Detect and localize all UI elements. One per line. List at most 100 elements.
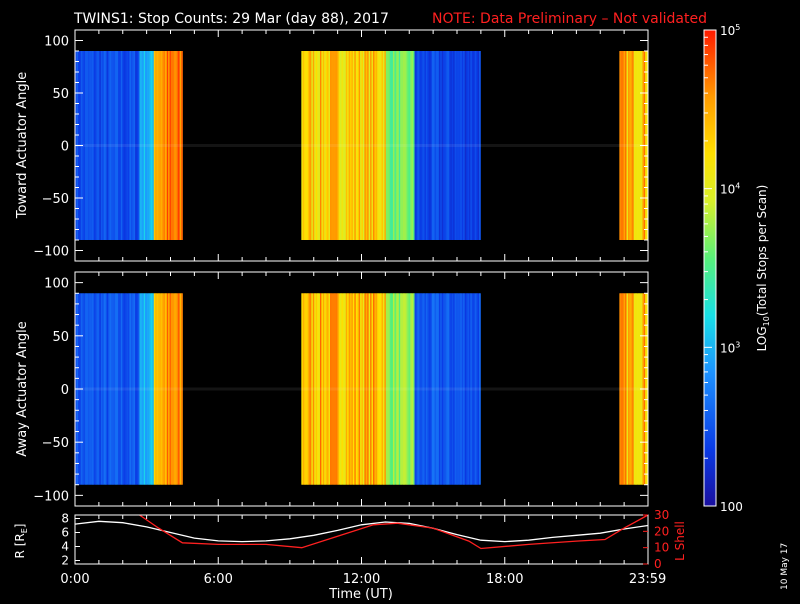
heatmap-cell xyxy=(319,51,322,240)
heatmap-cell xyxy=(407,293,410,485)
heatmap-cell xyxy=(362,293,365,485)
heatmap-cell xyxy=(632,51,635,240)
heatmap-cell xyxy=(368,51,371,240)
heatmap-cell xyxy=(160,51,163,240)
heatmap-cell xyxy=(125,51,127,240)
heatmap-cell xyxy=(435,51,438,240)
heatmap-cell xyxy=(99,51,102,240)
heatmap-cell xyxy=(122,51,125,240)
heatmap-cell xyxy=(328,51,331,240)
heatmap-cell xyxy=(105,293,107,485)
heatmap-cell xyxy=(135,293,137,485)
heatmap-cell xyxy=(635,51,637,240)
heatmap-cell xyxy=(347,293,350,485)
heatmap-cell xyxy=(417,51,420,240)
x-tick-label: 12:00 xyxy=(343,572,380,587)
heatmap-cell xyxy=(146,293,149,485)
heatmap-cell xyxy=(181,293,183,485)
heatmap-cell xyxy=(451,293,454,485)
heatmap-cell xyxy=(365,293,368,485)
heatmap-cell xyxy=(93,51,96,240)
heatmap-cell xyxy=(117,293,120,485)
heatmap-cell xyxy=(424,293,427,485)
heatmap-cell xyxy=(360,293,362,485)
orbit-x-ticks xyxy=(74,515,649,564)
heatmap-cell xyxy=(424,51,427,240)
heatmap-cell xyxy=(178,51,180,240)
heatmap-cell xyxy=(380,51,382,240)
heatmap-cell xyxy=(423,51,425,240)
x-tick-label: 6:00 xyxy=(204,572,233,587)
heatmap-cell xyxy=(350,293,352,485)
heatmap-cell xyxy=(85,51,87,240)
heatmap-cell xyxy=(355,51,358,240)
heatmap-cell xyxy=(103,293,106,485)
heatmap-cell xyxy=(476,293,478,485)
heatmap-cell xyxy=(352,293,355,485)
heatmap-cell xyxy=(394,51,397,240)
heatmap-cell xyxy=(395,51,398,240)
heatmap-cell xyxy=(397,51,400,240)
heatmap-cell xyxy=(428,51,431,240)
heatmap-cell xyxy=(474,293,477,485)
heatmap-cell xyxy=(168,51,170,240)
toward-x-ticks xyxy=(74,30,649,261)
heatmap-cell xyxy=(109,51,112,240)
heatmap-cell xyxy=(139,293,142,485)
heatmap-cell xyxy=(478,51,481,240)
heatmap-cell xyxy=(132,51,135,240)
heatmap-cell xyxy=(169,293,172,485)
heatmap-cell xyxy=(143,51,146,240)
heatmap-cell xyxy=(413,293,415,485)
heatmap-cell xyxy=(377,293,380,485)
heatmap-cell xyxy=(434,293,437,485)
heatmap-cell xyxy=(138,51,140,240)
heatmap-cell xyxy=(133,51,136,240)
heatmap-cell xyxy=(128,51,130,240)
heatmap-cell xyxy=(357,51,360,240)
heatmap-cell xyxy=(382,51,385,240)
heatmap-cell xyxy=(456,51,458,240)
heatmap-cell xyxy=(388,293,391,485)
heatmap-cell xyxy=(457,51,460,240)
heatmap-cell xyxy=(414,293,417,485)
heatmap-cell xyxy=(368,293,371,485)
heatmap-cell xyxy=(175,51,178,240)
heatmap-cell xyxy=(454,51,457,240)
heatmap-cell xyxy=(126,51,129,240)
heatmap-cell xyxy=(446,293,448,485)
heatmap-cell xyxy=(113,51,116,240)
heatmap-cell xyxy=(106,51,109,240)
heatmap-cell xyxy=(163,293,166,485)
heatmap-cell xyxy=(135,51,137,240)
heatmap-cell xyxy=(415,51,418,240)
heatmap-cell xyxy=(133,293,136,485)
heatmap-cell xyxy=(629,51,632,240)
heatmap-cell xyxy=(302,51,305,240)
lshell-series-line xyxy=(139,514,649,550)
heatmap-cell xyxy=(625,293,627,485)
heatmap-cell xyxy=(398,293,401,485)
heatmap-cell xyxy=(458,293,461,485)
heatmap-cell xyxy=(173,51,176,240)
away-x-ticks xyxy=(74,272,649,506)
heatmap-cell xyxy=(391,51,394,240)
heatmap-cell xyxy=(354,293,357,485)
heatmap-cell xyxy=(420,51,423,240)
zero-angle-band xyxy=(75,144,648,147)
colorbar-tick-label: 100 xyxy=(720,500,743,514)
heatmap-cell xyxy=(371,293,374,485)
heatmap-cell xyxy=(627,293,630,485)
heatmap-cell xyxy=(130,51,133,240)
heatmap-cell xyxy=(355,293,358,485)
heatmap-cell xyxy=(380,293,382,485)
heatmap-cell xyxy=(92,293,95,485)
heatmap-cell xyxy=(438,51,441,240)
heatmap-cell xyxy=(150,51,153,240)
heatmap-cell xyxy=(119,51,122,240)
heatmap-cell xyxy=(385,51,388,240)
heatmap-cell xyxy=(374,51,377,240)
r-series-line xyxy=(74,520,649,543)
heatmap-cell xyxy=(431,51,434,240)
heatmap-cell xyxy=(117,51,120,240)
